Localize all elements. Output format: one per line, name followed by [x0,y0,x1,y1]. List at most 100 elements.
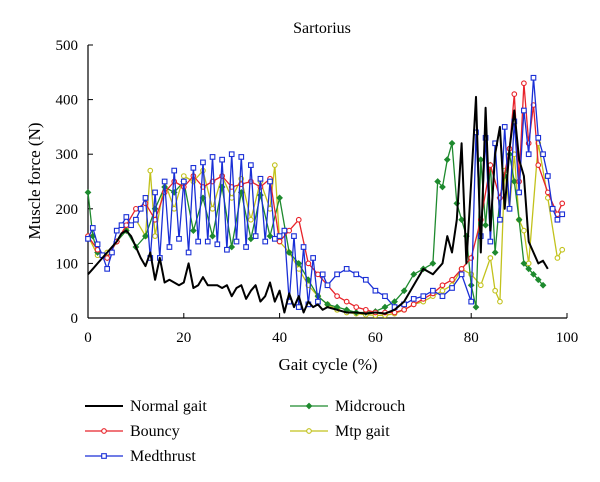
data-point-medthrust [281,227,288,234]
data-point-bouncy [401,306,407,313]
data-point-mtp-gait [248,216,254,223]
data-point-midcrouch [434,178,442,185]
data-point-medthrust [362,276,369,283]
data-point-medthrust [185,249,192,256]
data-point-medthrust [324,282,331,289]
legend-marker [305,402,313,410]
y-tick-label: 100 [56,256,79,272]
legend-label: Midcrouch [335,398,405,415]
data-point-mtp-gait [492,287,499,294]
data-point-midcrouch [84,189,92,196]
data-point-midcrouch [247,235,255,243]
data-point-midcrouch [295,260,303,267]
data-point-medthrust [128,222,134,229]
data-point-midcrouch [266,232,274,240]
data-point-midcrouch [472,303,480,311]
data-point-medthrust [554,216,561,223]
legend-item-mtp-gait: Mtp gait [290,423,390,440]
data-point-medthrust [516,189,522,196]
x-tick-label: 80 [464,330,479,346]
series-line-normal-gait [87,95,549,315]
data-point-medthrust [410,296,417,302]
data-point-medthrust [315,298,321,305]
data-point-medthrust [238,154,245,160]
data-point-medthrust [276,233,283,239]
y-tick-label: 200 [56,202,79,218]
data-point-medthrust [300,244,307,250]
data-point-medthrust [487,238,494,245]
data-point-mtp-gait [554,255,561,261]
data-point-mtp-gait [477,282,484,289]
data-point-medthrust [468,298,475,305]
x-axis-label: Gait cycle (%) [278,355,377,374]
data-point-mtp-gait [559,246,566,253]
data-point-medthrust [190,165,197,171]
data-point-medthrust [267,178,273,185]
data-point-medthrust [319,271,326,278]
data-point-midcrouch [209,232,216,240]
data-point-medthrust [310,255,316,261]
data-point-medthrust [559,211,566,218]
data-point-bouncy [559,200,566,207]
data-point-medthrust [204,238,211,245]
data-point-medthrust [530,74,537,81]
legend-label: Medthrust [130,448,196,465]
data-point-midcrouch [228,243,236,251]
data-point-medthrust [291,233,297,239]
data-point-medthrust [166,244,173,250]
data-point-medthrust [180,178,187,185]
data-point-medthrust [85,235,91,242]
legend-label: Normal gait [130,398,207,415]
data-point-medthrust [372,287,379,294]
data-point-medthrust [353,271,360,278]
data-point-midcrouch [142,232,149,240]
data-point-medthrust [176,235,182,242]
data-point-bouncy [511,91,518,97]
x-tick-label: 20 [176,330,191,346]
data-point-medthrust [295,304,302,310]
data-point-midcrouch [285,249,293,256]
data-point-medthrust [501,124,508,130]
data-point-midcrouch [439,183,446,191]
data-point-medthrust [233,238,240,245]
data-point-medthrust [195,238,202,245]
x-tick-label: 40 [272,330,287,346]
data-point-midcrouch [515,216,523,224]
data-point-mtp-gait [171,205,178,212]
data-point-medthrust [257,175,264,182]
plot-area [84,74,566,319]
data-point-medthrust [458,271,465,278]
legend-marker [101,453,107,459]
data-point-mtp-gait [209,205,216,212]
data-point-medthrust [123,214,130,220]
data-point-medthrust [439,293,446,300]
data-point-medthrust [137,205,144,212]
data-point-bouncy [353,304,360,310]
data-point-medthrust [449,285,455,291]
data-point-midcrouch [458,216,465,224]
data-point-bouncy [295,216,302,223]
data-point-midcrouch [482,221,489,229]
data-point-mtp-gait [497,298,503,305]
data-point-bouncy [449,276,455,283]
data-point-medthrust [209,154,216,160]
data-point-medthrust [219,156,225,163]
data-point-medthrust [343,266,350,272]
data-point-midcrouch [381,303,389,311]
data-point-bouncy [521,80,527,87]
data-point-medthrust [252,233,259,239]
legend-label: Mtp gait [335,423,390,440]
axes: 0 20 40 60 80 100 0 100 200 300 400 500 [56,38,579,346]
data-point-medthrust [262,238,269,245]
chart-title: Sartorius [293,20,351,37]
data-point-medthrust [152,189,158,196]
series-normal-gait [87,95,549,315]
data-point-mtp-gait [152,233,158,239]
data-point-medthrust [109,249,115,256]
data-point-medthrust [224,246,230,253]
data-point-medthrust [142,195,149,201]
data-point-medthrust [525,151,532,158]
data-point-bouncy [439,282,446,289]
legend-label: Bouncy [130,423,180,440]
data-point-medthrust [113,227,120,234]
